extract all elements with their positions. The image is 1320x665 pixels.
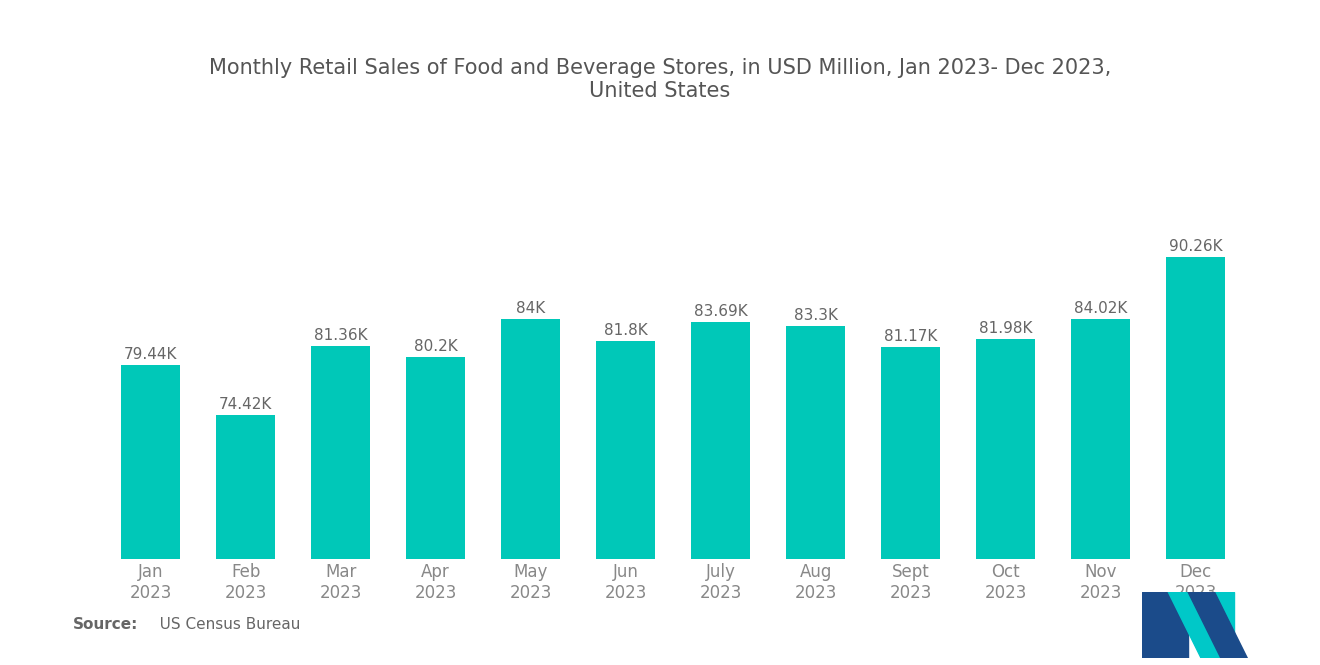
Text: 79.44K: 79.44K xyxy=(124,346,177,362)
Text: 83.69K: 83.69K xyxy=(694,305,747,319)
Text: 80.2K: 80.2K xyxy=(413,339,458,354)
Polygon shape xyxy=(1168,592,1234,658)
Bar xyxy=(407,357,465,665)
Bar xyxy=(787,326,845,665)
Polygon shape xyxy=(1188,592,1247,658)
Text: 84K: 84K xyxy=(516,301,545,316)
Bar xyxy=(882,347,940,665)
Text: Source:: Source: xyxy=(73,616,139,632)
Text: US Census Bureau: US Census Bureau xyxy=(145,616,301,632)
Text: 81.8K: 81.8K xyxy=(603,323,648,338)
Bar xyxy=(597,341,655,665)
Bar xyxy=(977,339,1035,665)
Text: 81.98K: 81.98K xyxy=(979,321,1032,336)
Text: 81.36K: 81.36K xyxy=(314,328,367,342)
Text: 74.42K: 74.42K xyxy=(219,397,272,412)
Bar xyxy=(692,323,750,665)
Text: 83.3K: 83.3K xyxy=(793,308,838,323)
Bar xyxy=(121,364,180,665)
Bar xyxy=(1072,319,1130,665)
Text: 81.17K: 81.17K xyxy=(884,329,937,344)
Bar xyxy=(1167,257,1225,665)
Bar xyxy=(502,319,560,665)
Text: 84.02K: 84.02K xyxy=(1074,301,1127,316)
Text: Monthly Retail Sales of Food and Beverage Stores, in USD Million, Jan 2023- Dec : Monthly Retail Sales of Food and Beverag… xyxy=(209,59,1111,101)
Polygon shape xyxy=(1201,592,1234,658)
Polygon shape xyxy=(1142,592,1188,658)
Bar xyxy=(312,346,370,665)
Bar xyxy=(216,415,275,665)
Text: 90.26K: 90.26K xyxy=(1170,239,1222,254)
